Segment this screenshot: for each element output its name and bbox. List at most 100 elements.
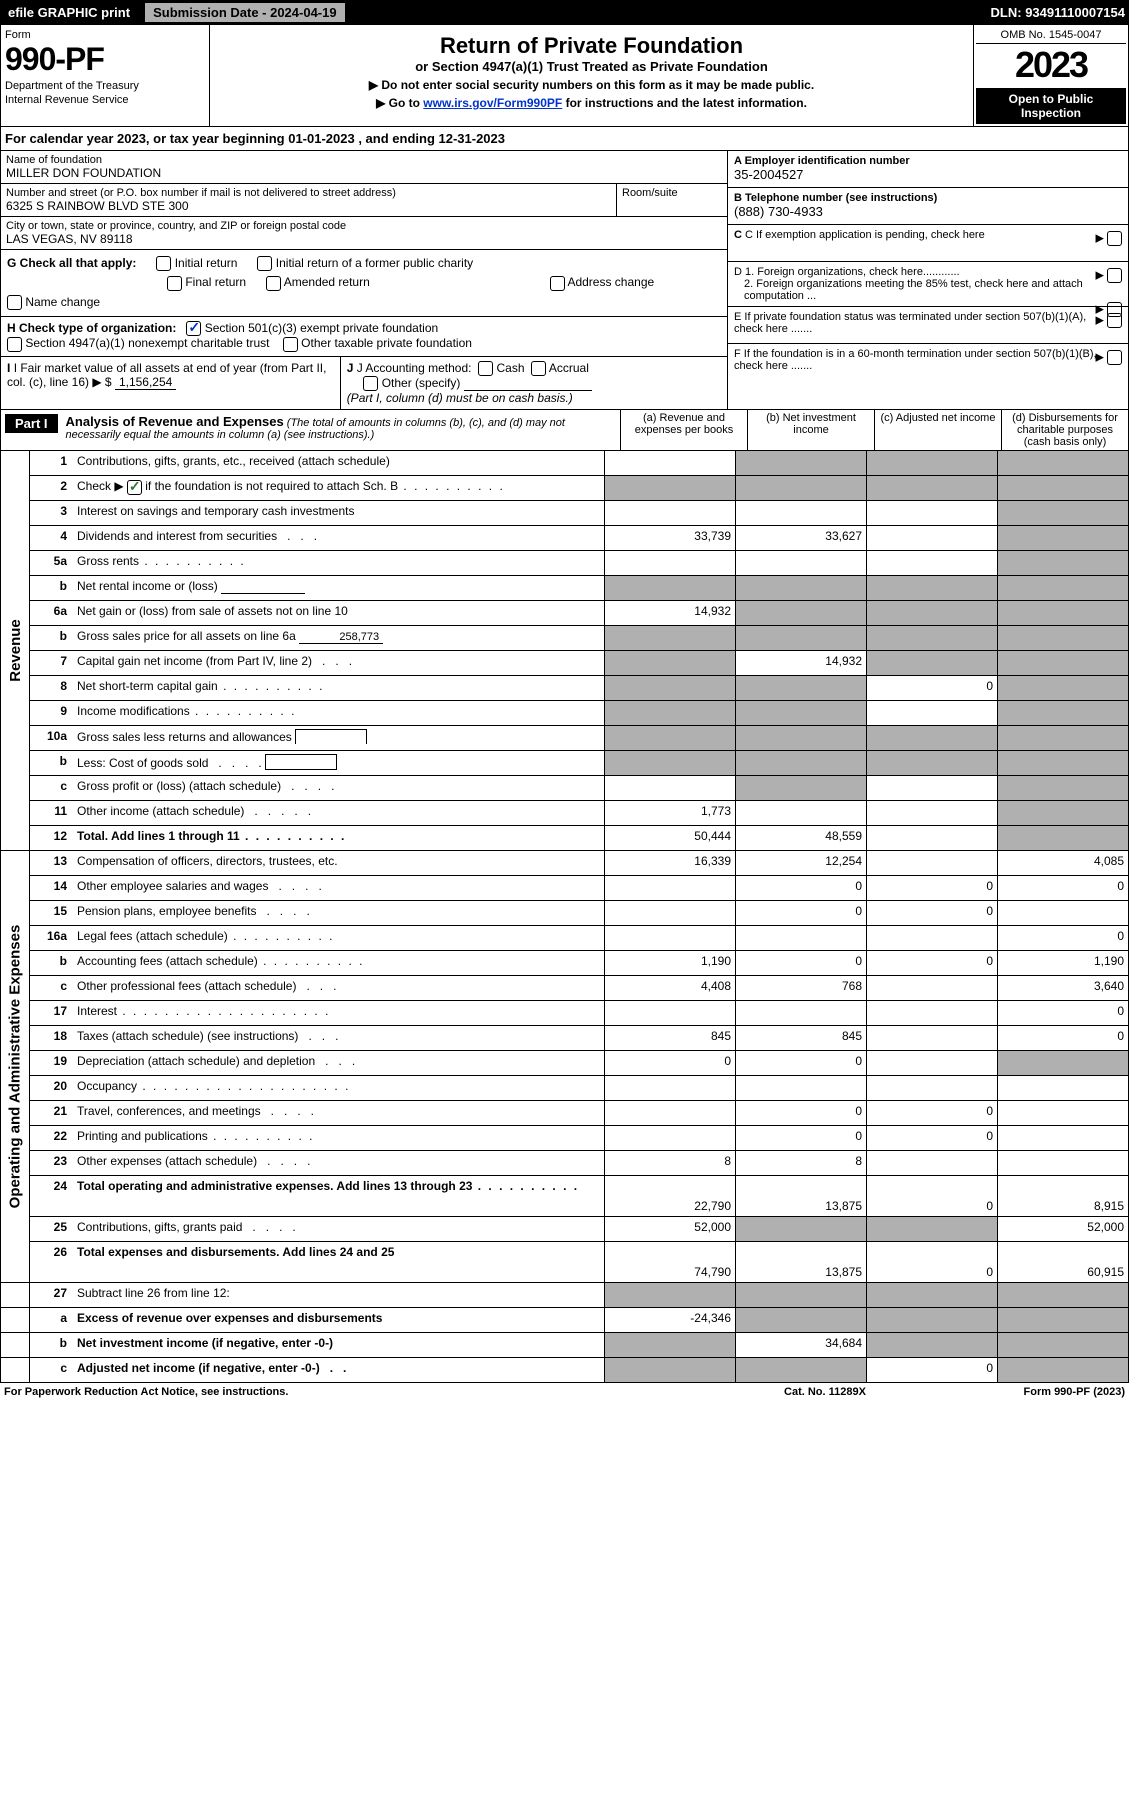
f-checkbox[interactable] — [1107, 350, 1122, 365]
row-27-block: 27Subtract line 26 from line 12: aExcess… — [0, 1283, 1129, 1383]
row-27c-desc: Adjusted net income (if negative, enter … — [73, 1358, 604, 1382]
cat-no: Cat. No. 11289X — [725, 1386, 925, 1398]
row-15-desc: Pension plans, employee benefits . . . . — [73, 901, 604, 925]
row-16a-desc: Legal fees (attach schedule) — [73, 926, 604, 950]
form-label: Form — [5, 29, 205, 41]
col-a-header: (a) Revenue and expenses per books — [620, 410, 747, 450]
e-box: E If private foundation status was termi… — [728, 307, 1128, 344]
header-right: OMB No. 1545-0047 2023 Open to Public In… — [973, 25, 1128, 126]
row-17-desc: Interest — [73, 1001, 604, 1025]
calendar-year-row: For calendar year 2023, or tax year begi… — [0, 127, 1129, 151]
header-middle: Return of Private Foundation or Section … — [210, 25, 973, 126]
e-checkbox[interactable] — [1107, 313, 1122, 328]
expenses-side-label: Operating and Administrative Expenses — [1, 851, 30, 1282]
form-number: 990-PF — [5, 41, 205, 78]
row-12-desc: Total. Add lines 1 through 11 — [73, 826, 604, 850]
row-26-desc: Total expenses and disbursements. Add li… — [73, 1242, 604, 1282]
omb-number: OMB No. 1545-0047 — [976, 27, 1126, 44]
row-10a-desc: Gross sales less returns and allowances — [73, 726, 604, 750]
city-label: City or town, state or province, country… — [6, 220, 722, 232]
other-taxable-checkbox[interactable] — [283, 337, 298, 352]
row-4-desc: Dividends and interest from securities .… — [73, 526, 604, 550]
h-row: H Check type of organization: Section 50… — [1, 317, 727, 357]
revenue-side-label: Revenue — [1, 451, 30, 850]
row-18-desc: Taxes (attach schedule) (see instruction… — [73, 1026, 604, 1050]
name-change-checkbox[interactable] — [7, 295, 22, 310]
d1-checkbox[interactable] — [1107, 268, 1122, 283]
row-5a-desc: Gross rents — [73, 551, 604, 575]
header-left: Form 990-PF Department of the Treasury I… — [1, 25, 210, 126]
col-c-header: (c) Adjusted net income — [874, 410, 1001, 450]
row-16c-desc: Other professional fees (attach schedule… — [73, 976, 604, 1000]
form-title: Return of Private Foundation — [214, 33, 969, 59]
expenses-section: Operating and Administrative Expenses 13… — [0, 851, 1129, 1283]
note-link: ▶ Go to www.irs.gov/Form990PF for instru… — [214, 96, 969, 110]
row-20-desc: Occupancy — [73, 1076, 604, 1100]
address-label: Number and street (or P.O. box number if… — [6, 187, 611, 199]
note2-post: for instructions and the latest informat… — [562, 96, 807, 110]
initial-return-checkbox[interactable] — [156, 256, 171, 271]
row-11-desc: Other income (attach schedule) . . . . . — [73, 801, 604, 825]
accrual-checkbox[interactable] — [531, 361, 546, 376]
submission-date: Submission Date - 2024-04-19 — [144, 2, 346, 23]
sch-b-checkbox[interactable] — [127, 480, 142, 495]
c-box: C C If exemption application is pending,… — [728, 225, 1128, 262]
row-22-desc: Printing and publications — [73, 1126, 604, 1150]
note-ssn: ▶ Do not enter social security numbers o… — [214, 78, 969, 92]
h-label: H Check type of organization: — [7, 321, 176, 335]
foundation-name: MILLER DON FOUNDATION — [6, 166, 722, 180]
row-21-desc: Travel, conferences, and meetings . . . … — [73, 1101, 604, 1125]
page-footer: For Paperwork Reduction Act Notice, see … — [0, 1383, 1129, 1401]
row-3-desc: Interest on savings and temporary cash i… — [73, 501, 604, 525]
row-19-desc: Depreciation (attach schedule) and deple… — [73, 1051, 604, 1075]
irs-link[interactable]: www.irs.gov/Form990PF — [423, 96, 562, 110]
form-header: Form 990-PF Department of the Treasury I… — [0, 25, 1129, 127]
row-27b-desc: Net investment income (if negative, ente… — [73, 1333, 604, 1357]
4947-checkbox[interactable] — [7, 337, 22, 352]
top-bar: efile GRAPHIC print Submission Date - 20… — [0, 0, 1129, 25]
501c3-checkbox[interactable] — [186, 321, 201, 336]
row-5b-desc: Net rental income or (loss) — [73, 576, 604, 600]
room-label: Room/suite — [622, 187, 722, 199]
address-value: 6325 S RAINBOW BLVD STE 300 — [6, 199, 611, 213]
open-public-badge: Open to Public Inspection — [976, 88, 1126, 124]
part1-badge: Part I — [5, 414, 58, 433]
dln-label: DLN: 93491110007154 — [991, 5, 1125, 20]
c-checkbox[interactable] — [1107, 231, 1122, 246]
row-9-desc: Income modifications — [73, 701, 604, 725]
f-box: F If the foundation is in a 60-month ter… — [728, 344, 1128, 380]
irs-label: Internal Revenue Service — [5, 94, 205, 106]
amended-return-checkbox[interactable] — [266, 276, 281, 291]
tel-value: (888) 730-4933 — [734, 204, 823, 219]
row-13-desc: Compensation of officers, directors, tru… — [73, 851, 604, 875]
part1-title: Analysis of Revenue and Expenses — [66, 414, 284, 429]
ein-box: A Employer identification number 35-2004… — [728, 151, 1128, 188]
cash-checkbox[interactable] — [478, 361, 493, 376]
row-8-desc: Net short-term capital gain — [73, 676, 604, 700]
form-subtitle: or Section 4947(a)(1) Trust Treated as P… — [214, 59, 969, 74]
efile-label[interactable]: efile GRAPHIC print — [4, 5, 134, 20]
row-23-desc: Other expenses (attach schedule) . . . . — [73, 1151, 604, 1175]
tax-year: 2023 — [976, 44, 1126, 86]
revenue-section: Revenue 1Contributions, gifts, grants, e… — [0, 451, 1129, 851]
form-ref: Form 990-PF (2023) — [925, 1386, 1125, 1398]
ein-value: 35-2004527 — [734, 167, 803, 182]
row-25-desc: Contributions, gifts, grants paid . . . … — [73, 1217, 604, 1241]
paperwork-notice: For Paperwork Reduction Act Notice, see … — [4, 1386, 725, 1398]
row-16b-desc: Accounting fees (attach schedule) — [73, 951, 604, 975]
entity-info: Name of foundation MILLER DON FOUNDATION… — [0, 151, 1129, 410]
row-27-desc: Subtract line 26 from line 12: — [73, 1283, 604, 1307]
other-method-checkbox[interactable] — [363, 376, 378, 391]
address-change-checkbox[interactable] — [550, 276, 565, 291]
final-return-checkbox[interactable] — [167, 276, 182, 291]
tel-box: B Telephone number (see instructions) (8… — [728, 188, 1128, 225]
j-note: (Part I, column (d) must be on cash basi… — [347, 391, 573, 405]
initial-former-checkbox[interactable] — [257, 256, 272, 271]
row-10b-desc: Less: Cost of goods sold . . . . — [73, 751, 604, 775]
city-value: LAS VEGAS, NV 89118 — [6, 232, 722, 246]
row-7-desc: Capital gain net income (from Part IV, l… — [73, 651, 604, 675]
row-10c-desc: Gross profit or (loss) (attach schedule)… — [73, 776, 604, 800]
row-1-desc: Contributions, gifts, grants, etc., rece… — [73, 451, 604, 475]
row-2-desc: Check ▶ if the foundation is not require… — [73, 476, 604, 500]
row-24-desc: Total operating and administrative expen… — [73, 1176, 604, 1216]
